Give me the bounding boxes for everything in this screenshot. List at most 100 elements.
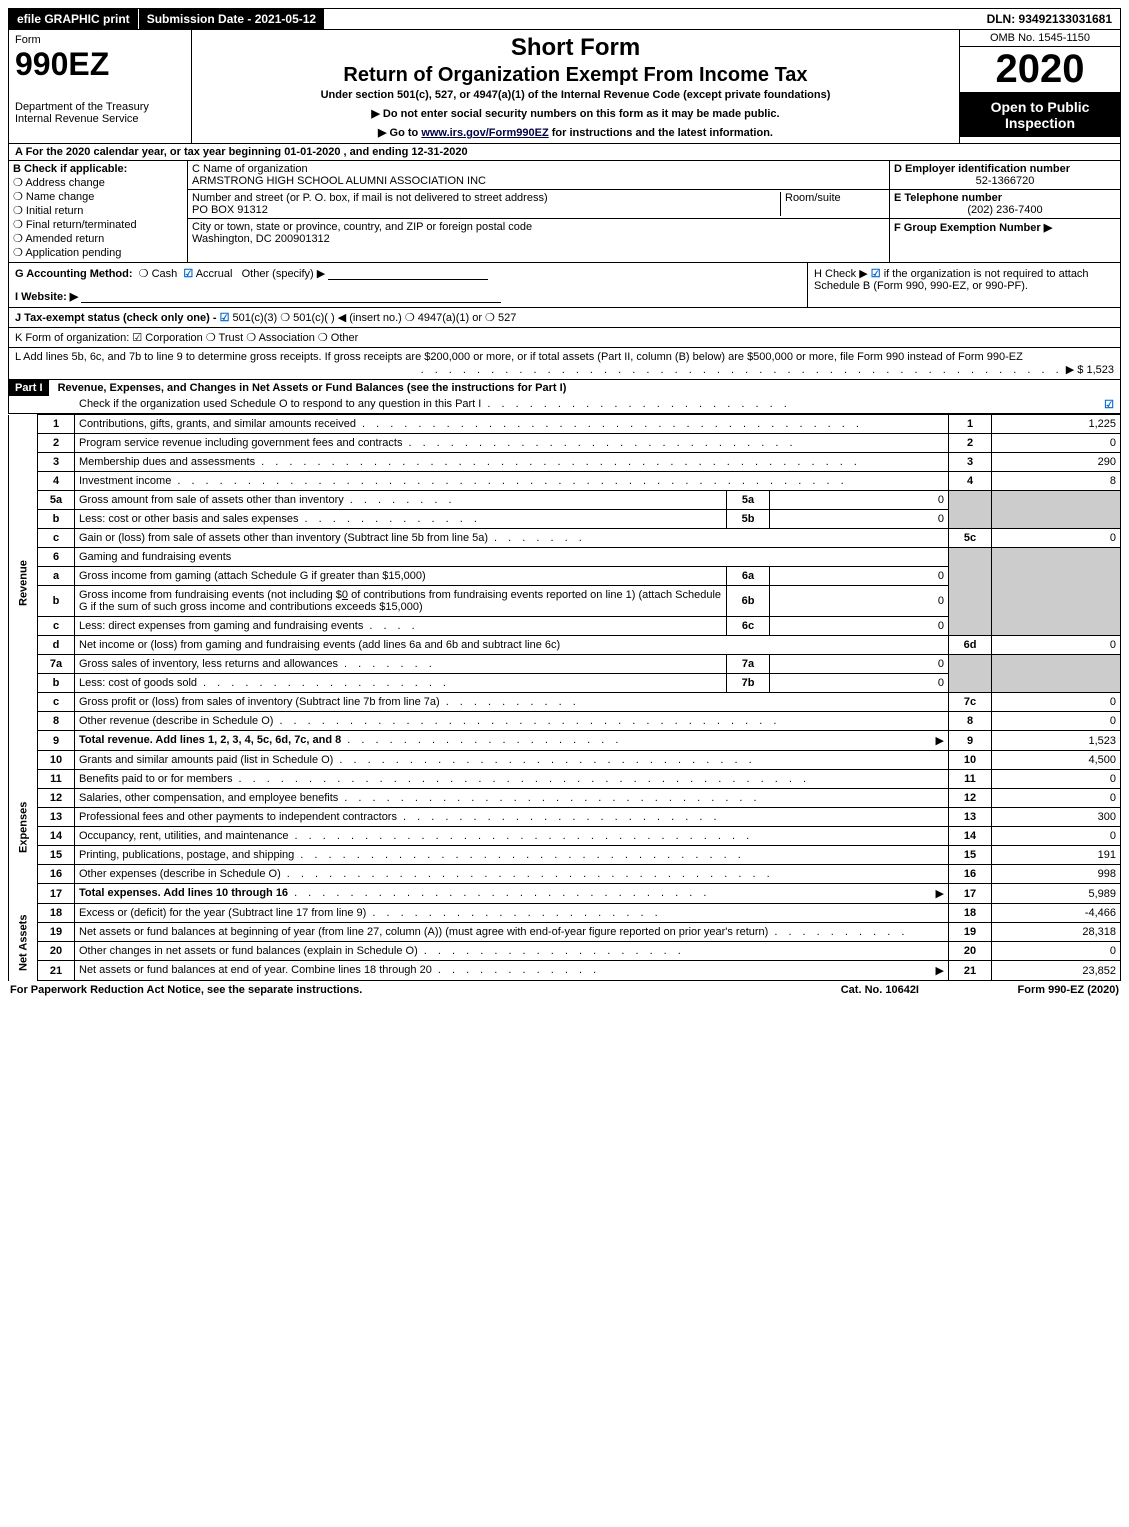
chk-address-change[interactable]: Address change bbox=[13, 176, 183, 189]
line-20: 20 Other changes in net assets or fund b… bbox=[9, 942, 1121, 961]
city-value: Washington, DC 200901312 bbox=[192, 233, 885, 245]
ln: 9 bbox=[38, 731, 75, 751]
street-value: PO BOX 91312 bbox=[192, 204, 780, 216]
num: 5c bbox=[949, 529, 992, 548]
ln: 21 bbox=[38, 961, 75, 981]
val: 5,989 bbox=[992, 884, 1121, 904]
ein-cell: D Employer identification number 52-1366… bbox=[890, 161, 1120, 190]
num: 3 bbox=[949, 453, 992, 472]
i-label: I Website: ▶ bbox=[15, 291, 78, 303]
department-line2: Internal Revenue Service bbox=[15, 113, 185, 125]
val: 8 bbox=[992, 472, 1121, 491]
title-block: Short Form Return of Organization Exempt… bbox=[192, 30, 960, 143]
desc: Grants and similar amounts paid (list in… bbox=[79, 754, 333, 766]
shade bbox=[949, 655, 992, 693]
desc: Net assets or fund balances at end of ye… bbox=[79, 964, 432, 977]
group-exemption-label: F Group Exemption Number ▶ bbox=[894, 222, 1052, 234]
g-label: G Accounting Method: bbox=[15, 268, 133, 280]
row-i: I Website: ▶ bbox=[15, 290, 801, 303]
side-net-assets: Net Assets bbox=[9, 904, 38, 981]
ln: d bbox=[38, 636, 75, 655]
part-1-header-row: Part I Revenue, Expenses, and Changes in… bbox=[8, 380, 1121, 414]
department-line1: Department of the Treasury bbox=[15, 101, 185, 113]
part-1-checkbox[interactable]: ☑ bbox=[1104, 398, 1114, 411]
irs-link[interactable]: www.irs.gov/Form990EZ bbox=[421, 127, 548, 139]
desc: Membership dues and assessments bbox=[79, 456, 255, 468]
street-cell: Number and street (or P. O. box, if mail… bbox=[188, 190, 889, 219]
line-7c: c Gross profit or (loss) from sales of i… bbox=[9, 693, 1121, 712]
efile-print-button[interactable]: efile GRAPHIC print bbox=[9, 9, 139, 29]
mini-ln: 5b bbox=[727, 510, 770, 529]
ln: 6 bbox=[38, 548, 75, 567]
desc: Salaries, other compensation, and employ… bbox=[79, 792, 338, 804]
mini-val: 0 bbox=[770, 510, 949, 529]
desc: Program service revenue including govern… bbox=[79, 437, 402, 449]
mini-val: 0 bbox=[770, 617, 949, 636]
desc: Gross profit or (loss) from sales of inv… bbox=[79, 696, 440, 708]
g-cash[interactable]: ❍ Cash bbox=[136, 268, 178, 280]
num: 9 bbox=[949, 731, 992, 751]
val: 28,318 bbox=[992, 923, 1121, 942]
chk-application-pending[interactable]: Application pending bbox=[13, 246, 183, 259]
h-checkbox[interactable]: ☑ bbox=[871, 268, 881, 280]
part-1-wrap: Part I Revenue, Expenses, and Changes in… bbox=[9, 380, 1120, 413]
desc: Less: cost of goods sold bbox=[79, 677, 197, 689]
website-blank[interactable] bbox=[81, 290, 501, 303]
desc: Less: cost or other basis and sales expe… bbox=[79, 513, 299, 525]
chk-amended-return[interactable]: Amended return bbox=[13, 232, 183, 245]
shade bbox=[992, 491, 1121, 529]
ln: 14 bbox=[38, 827, 75, 846]
part-1-title: Revenue, Expenses, and Changes in Net As… bbox=[52, 379, 573, 397]
num: 14 bbox=[949, 827, 992, 846]
chk-final-return[interactable]: Final return/terminated bbox=[13, 218, 183, 231]
line-5a: 5a Gross amount from sale of assets othe… bbox=[9, 491, 1121, 510]
desc: Net assets or fund balances at beginning… bbox=[79, 926, 768, 938]
line-13: 13 Professional fees and other payments … bbox=[9, 808, 1121, 827]
col-b-checkboxes: B Check if applicable: Address change Na… bbox=[9, 161, 188, 262]
g-accrual[interactable]: ☑ Accrual bbox=[180, 268, 232, 280]
row-g-h-i: G Accounting Method: ❍ Cash ☑ Accrual Ot… bbox=[8, 263, 1121, 308]
desc: Total expenses. Add lines 10 through 16 bbox=[79, 887, 288, 900]
ln: 15 bbox=[38, 846, 75, 865]
form-id-block: Form 990EZ Department of the Treasury In… bbox=[9, 30, 192, 143]
line-16: 16 Other expenses (describe in Schedule … bbox=[9, 865, 1121, 884]
ln: 3 bbox=[38, 453, 75, 472]
num: 2 bbox=[949, 434, 992, 453]
mini-ln: 6c bbox=[727, 617, 770, 636]
ln: 2 bbox=[38, 434, 75, 453]
org-name-value: ARMSTRONG HIGH SCHOOL ALUMNI ASSOCIATION… bbox=[192, 175, 885, 187]
side-revenue: Revenue bbox=[9, 415, 38, 751]
row-l: L Add lines 5b, 6c, and 7b to line 9 to … bbox=[8, 348, 1121, 380]
chk-initial-return[interactable]: Initial return bbox=[13, 204, 183, 217]
g-other[interactable]: Other (specify) ▶ bbox=[235, 268, 325, 280]
line-18: Net Assets 18 Excess or (deficit) for th… bbox=[9, 904, 1121, 923]
ln: 8 bbox=[38, 712, 75, 731]
desc: Benefits paid to or for members bbox=[79, 773, 232, 785]
num: 16 bbox=[949, 865, 992, 884]
num: 10 bbox=[949, 751, 992, 770]
ln: b bbox=[38, 586, 75, 617]
form-header: Form 990EZ Department of the Treasury In… bbox=[8, 30, 1121, 144]
line-7a: 7a Gross sales of inventory, less return… bbox=[9, 655, 1121, 674]
row-k: K Form of organization: ☑ Corporation ❍ … bbox=[8, 328, 1121, 348]
tax-year: 2020 bbox=[960, 47, 1120, 93]
line-2: 2 Program service revenue including gove… bbox=[9, 434, 1121, 453]
goto-post: for instructions and the latest informat… bbox=[549, 127, 773, 139]
under-section: Under section 501(c), 527, or 4947(a)(1)… bbox=[198, 89, 953, 101]
line-17: 17 Total expenses. Add lines 10 through … bbox=[9, 884, 1121, 904]
g-other-blank[interactable] bbox=[328, 267, 488, 280]
footer-mid: Cat. No. 10642I bbox=[841, 984, 919, 996]
j-501c3-check[interactable]: ☑ bbox=[220, 312, 233, 324]
col-b-title: B Check if applicable: bbox=[13, 163, 183, 175]
tel-cell: E Telephone number (202) 236-7400 bbox=[890, 190, 1120, 219]
val: 0 bbox=[992, 770, 1121, 789]
mini-val: 0 bbox=[770, 586, 949, 617]
desc: Investment income bbox=[79, 475, 171, 487]
right-block: OMB No. 1545-1150 2020 Open to Public In… bbox=[960, 30, 1120, 143]
val: 0 bbox=[992, 789, 1121, 808]
desc: Other expenses (describe in Schedule O) bbox=[79, 868, 281, 880]
ln: 7a bbox=[38, 655, 75, 674]
num: 8 bbox=[949, 712, 992, 731]
val: 0 bbox=[992, 827, 1121, 846]
chk-name-change[interactable]: Name change bbox=[13, 190, 183, 203]
